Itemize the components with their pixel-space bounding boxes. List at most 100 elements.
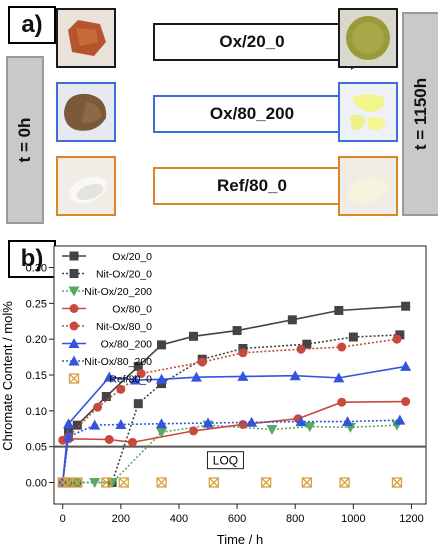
legend-label: Nit-Ox/20_0	[96, 269, 152, 281]
legend-label: Ox/20_0	[112, 251, 152, 263]
y-tick-label: 0.10	[26, 406, 47, 418]
legend-label: Nit-Ox/80_0	[96, 321, 152, 333]
data-point	[190, 371, 202, 382]
data-point	[89, 419, 101, 430]
legend-marker	[68, 286, 80, 297]
series-line	[61, 338, 398, 483]
data-point	[232, 326, 242, 336]
arrow-label-ox-20-0: Ox/20_0	[219, 32, 285, 51]
y-axis-label: Chromate Content / mol%	[0, 301, 15, 451]
legend-marker	[69, 321, 79, 331]
legend-entry: Ox/80_0	[62, 304, 152, 316]
marker-cross	[156, 477, 167, 488]
marker-box	[118, 477, 129, 488]
marker-box	[72, 477, 83, 488]
x-tick-label: 600	[228, 513, 246, 525]
sample-image-ref-80-0-start	[56, 156, 116, 216]
start-time-label: t = 0h	[15, 117, 34, 163]
marker-box	[101, 477, 112, 488]
loq-label-box	[206, 451, 244, 470]
data-point	[289, 370, 301, 381]
data-point	[394, 414, 406, 425]
marker-box	[301, 477, 312, 488]
x-tick-label: 1000	[341, 513, 365, 525]
data-point	[337, 342, 347, 352]
data-point	[72, 420, 82, 430]
legend-label: Nit-Ox/80_200	[84, 356, 152, 368]
data-point	[197, 357, 207, 367]
x-tick-label: 400	[170, 513, 188, 525]
marker-box	[57, 477, 68, 488]
data-point	[334, 306, 344, 315]
series-nit-ox-80-200	[57, 414, 406, 487]
data-point	[202, 417, 214, 428]
data-point	[63, 418, 75, 429]
y-tick-label: 0.25	[26, 298, 47, 310]
legend-label: Ox/80_200	[101, 339, 153, 351]
data-point	[115, 418, 127, 429]
marker-cross	[208, 477, 219, 488]
marker-box	[261, 477, 272, 488]
marker-box	[68, 373, 80, 384]
data-point	[116, 384, 126, 394]
marker-cross	[101, 477, 112, 488]
marker-cross	[391, 477, 402, 488]
data-point	[189, 426, 198, 436]
x-tick-label: 0	[60, 513, 66, 525]
data-point	[136, 369, 146, 379]
arrow-label-ox-80-200: Ox/80_200	[209, 104, 295, 123]
arrow-label-ref-80-0: Ref/80_0	[217, 176, 287, 195]
series-line	[61, 365, 406, 483]
y-tick-label: 0.20	[26, 334, 47, 346]
legend-label: Nit-Ox/20_200	[84, 286, 152, 298]
y-tick-label: 0.00	[26, 478, 47, 490]
data-point	[101, 477, 112, 488]
data-point	[156, 477, 167, 488]
panel-b-label: b)	[8, 240, 56, 278]
data-point	[266, 424, 278, 435]
data-point	[157, 340, 167, 350]
series-line	[62, 334, 400, 484]
sample-image-ox-20-0-end	[338, 8, 398, 68]
data-point	[301, 477, 312, 488]
chromate-chart: LOQ 0 200 400 600 800 1000 1200 0.00 0.05 0.10 0.1…	[0, 245, 427, 547]
legend-label: Ref/80_0	[109, 374, 152, 386]
legend-label: Ox/80_0	[112, 304, 152, 316]
marker-box	[208, 477, 219, 488]
legend-marker	[68, 338, 80, 348]
legend-marker	[68, 373, 80, 384]
marker-box	[391, 477, 403, 488]
data-point	[129, 374, 141, 385]
data-point	[295, 416, 307, 427]
legend-marker	[69, 304, 79, 313]
sample-image-ox-80-200-end	[338, 82, 398, 142]
marker-cross	[69, 373, 79, 384]
data-point	[333, 372, 345, 383]
data-point	[287, 315, 297, 325]
data-point	[304, 422, 316, 433]
data-point	[348, 332, 358, 342]
data-point	[208, 477, 219, 488]
data-point	[106, 478, 118, 488]
data-point	[103, 371, 115, 382]
data-point	[72, 477, 83, 488]
data-point	[127, 437, 137, 447]
legend-entry: Nit-Ox/20_200	[62, 286, 152, 298]
data-point	[261, 477, 272, 488]
y-tick-label: 0.15	[26, 370, 47, 382]
data-point	[101, 392, 111, 401]
panel-a-label: a)	[8, 6, 56, 44]
legend-marker	[69, 269, 79, 278]
end-time-label: t = 1150h	[411, 77, 430, 151]
data-point	[118, 477, 129, 488]
data-point	[63, 431, 75, 442]
marker-cross	[72, 477, 83, 488]
data-point	[392, 334, 402, 344]
data-point	[400, 360, 412, 371]
data-point	[246, 416, 258, 427]
panel-a: a) t = 0h t = 1150h Ox/20_0 Ox/80_200 Re…	[0, 0, 438, 228]
x-axis-label: Time / h	[217, 532, 263, 547]
series-line	[61, 419, 400, 483]
marker-box	[156, 477, 167, 488]
x-tick-label: 800	[286, 513, 304, 525]
